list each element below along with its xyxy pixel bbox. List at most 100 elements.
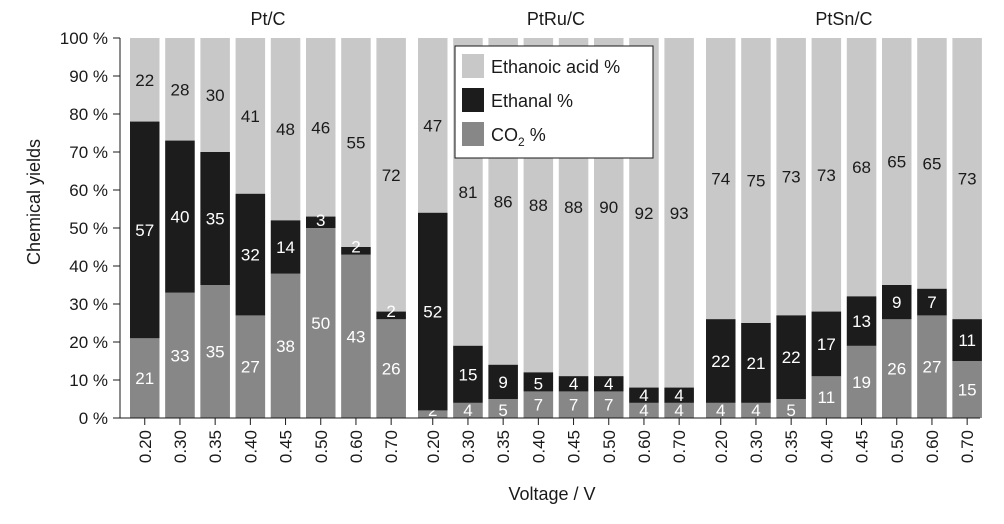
panel-title-ptru-c: PtRu/C (527, 9, 585, 29)
x-tick-label: 0.40 (241, 430, 260, 463)
bar-segment-ethanal (846, 296, 877, 346)
x-tick-label: 0.45 (853, 430, 872, 463)
bar-segment-ethanal (235, 193, 266, 316)
data-label-co2: 4 (639, 401, 648, 420)
y-tick-label: 10 % (69, 371, 108, 390)
data-label-ethanoic: 74 (711, 170, 730, 189)
bar-segment-co2 (558, 391, 589, 418)
x-tick-label: 0.20 (136, 430, 155, 463)
data-label-ethanal: 17 (817, 335, 836, 354)
bar-segment-ethanal (558, 376, 589, 392)
bar-segment-co2 (917, 315, 947, 418)
bar-segment-co2 (594, 391, 624, 418)
bar-segment-ethanal (453, 345, 483, 403)
data-label-co2: 7 (569, 396, 578, 415)
legend-label-ethanoic: Ethanoic acid % (491, 57, 620, 77)
legend-swatch-ethanoic (462, 54, 484, 78)
y-tick-label: 50 % (69, 219, 108, 238)
data-label-ethanal: 35 (206, 210, 225, 229)
legend: Ethanoic acid % Ethanal % CO2 % (454, 45, 654, 159)
data-label-co2: 43 (346, 327, 365, 346)
data-label-co2: 27 (922, 358, 941, 377)
data-label-co2: 2 (428, 401, 437, 420)
data-label-ethanoic: 93 (670, 204, 689, 223)
x-tick-label: 0.50 (888, 430, 907, 463)
data-label-co2: 38 (276, 337, 295, 356)
data-label-co2: 5 (498, 401, 507, 420)
bar-segment-co2 (270, 273, 301, 418)
data-label-ethanoic: 47 (423, 116, 442, 135)
data-label-ethanoic: 28 (170, 80, 189, 99)
bar-segment-co2 (165, 292, 195, 418)
data-label-ethanal: 7 (927, 293, 936, 312)
bar-segment-co2 (341, 254, 371, 418)
data-label-ethanoic: 65 (922, 154, 941, 173)
data-label-ethanoic: 81 (458, 183, 477, 202)
data-label-ethanal: 21 (746, 354, 765, 373)
x-tick-label: 0.30 (171, 430, 190, 463)
panel-title-ptsn-c: PtSn/C (815, 9, 872, 29)
bar-segment-ethanal (306, 216, 336, 228)
data-label-ethanoic: 73 (817, 166, 836, 185)
bar-segment-co2 (882, 319, 912, 418)
y-tick-label: 70 % (69, 143, 108, 162)
data-label-ethanal: 22 (711, 352, 730, 371)
data-label-ethanoic: 22 (135, 71, 154, 90)
y-axis-title: Chemical yields (24, 139, 44, 265)
data-label-ethanoic: 92 (634, 204, 653, 223)
bar-segment-co2 (488, 399, 518, 418)
legend-label-ethanal: Ethanal % (491, 91, 573, 111)
y-tick-label: 20 % (69, 333, 108, 352)
bar-segment-co2 (130, 338, 160, 418)
data-label-co2: 15 (958, 381, 977, 400)
data-label-ethanoic: 88 (564, 198, 583, 217)
data-label-co2: 35 (206, 343, 225, 362)
legend-label-co2-tail: % (525, 125, 546, 145)
x-tick-label: 0.30 (459, 430, 478, 463)
bar-segment-co2 (706, 402, 736, 418)
data-label-ethanoic: 73 (782, 168, 801, 187)
bar-segment-co2 (776, 399, 806, 418)
data-label-co2: 4 (463, 401, 472, 420)
x-tick-label: 0.35 (494, 430, 513, 463)
panel-title-pt-c: Pt/C (250, 9, 285, 29)
x-tick-label: 0.60 (923, 430, 942, 463)
data-label-ethanoic: 46 (311, 118, 330, 137)
data-label-ethanal: 9 (498, 373, 507, 392)
ticks-layer: 0 % 10 % 20 % 30 % 40 % 50 % 60 % 70 % 80 % 90 % 1… (60, 29, 977, 463)
bar-background (664, 38, 694, 418)
data-label-co2: 4 (674, 401, 683, 420)
x-tick-label: 0.30 (747, 430, 766, 463)
bar-segment-ethanal (341, 247, 371, 255)
x-tick-label: 0.70 (670, 430, 689, 463)
data-label-ethanoic: 30 (206, 86, 225, 105)
data-label-ethanal: 2 (386, 302, 395, 321)
x-tick-label: 0.40 (529, 430, 548, 463)
data-label-co2: 4 (751, 401, 760, 420)
data-label-ethanoic: 72 (382, 166, 401, 185)
data-label-co2: 50 (311, 314, 330, 333)
data-label-co2: 21 (135, 369, 154, 388)
data-label-ethanal: 57 (135, 221, 154, 240)
x-tick-label: 0.35 (206, 430, 225, 463)
data-label-co2: 26 (887, 360, 906, 379)
data-label-ethanal: 4 (639, 386, 648, 405)
x-tick-label: 0.70 (382, 430, 401, 463)
bar-segment-co2 (235, 315, 266, 418)
x-tick-label: 0.45 (277, 430, 296, 463)
legend-swatch-co2 (462, 122, 484, 146)
x-tick-label: 0.50 (600, 430, 619, 463)
bar-segment-ethanal (270, 220, 301, 274)
data-label-ethanal: 22 (782, 348, 801, 367)
x-tick-label: 0.40 (817, 430, 836, 463)
titles-layer: Voltage / V Chemical yields Pt/C PtRu/C Pt… (24, 9, 872, 504)
data-label-ethanal: 9 (892, 293, 901, 312)
data-label-ethanal: 2 (351, 238, 360, 257)
data-label-ethanal: 32 (241, 246, 260, 265)
data-label-ethanal: 11 (958, 331, 976, 350)
bar-segment-ethanal (706, 319, 736, 403)
bar-segment-ethanal (629, 387, 659, 403)
bar-segment-ethanal (523, 372, 554, 392)
